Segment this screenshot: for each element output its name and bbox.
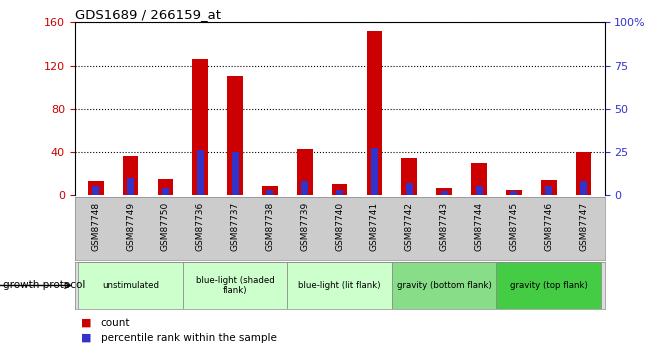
Bar [297,149,313,195]
Bar [287,262,392,309]
Text: GSM87737: GSM87737 [231,202,240,251]
Text: percentile rank within the sample: percentile rank within the sample [101,333,277,343]
Text: GSM87746: GSM87746 [544,202,553,251]
Text: unstimulated: unstimulated [102,281,159,290]
Text: ■: ■ [81,318,92,327]
Bar [497,262,601,309]
Text: GSM87743: GSM87743 [439,202,448,251]
Bar [183,262,287,309]
Bar [580,181,587,195]
Bar [476,186,482,195]
Bar [262,186,278,195]
Bar [157,179,173,195]
Text: GSM87741: GSM87741 [370,202,379,251]
Bar [576,152,592,195]
Bar [197,150,203,195]
Bar [227,76,243,195]
Text: gravity (bottom flank): gravity (bottom flank) [396,281,491,290]
Text: blue-light (lit flank): blue-light (lit flank) [298,281,381,290]
Bar [336,190,343,195]
Bar [123,156,138,195]
Bar [88,181,103,195]
Bar [441,191,448,195]
Bar [402,158,417,195]
Text: GSM87744: GSM87744 [474,202,484,251]
Bar [392,262,497,309]
Bar [545,186,552,195]
Text: GSM87749: GSM87749 [126,202,135,251]
Bar [92,186,99,195]
Text: ■: ■ [81,333,92,343]
Text: GSM87739: GSM87739 [300,202,309,251]
Text: GSM87747: GSM87747 [579,202,588,251]
Bar [371,148,378,195]
Text: growth protocol: growth protocol [3,280,86,290]
Text: GSM87745: GSM87745 [510,202,519,251]
Bar [302,181,308,195]
Text: GSM87738: GSM87738 [265,202,274,251]
Bar [162,188,169,195]
Bar [367,31,382,195]
Bar [332,184,348,195]
Bar [510,191,517,195]
Bar [436,188,452,195]
Bar [266,190,274,195]
Text: gravity (top flank): gravity (top flank) [510,281,588,290]
Bar [127,178,134,195]
Text: GSM87748: GSM87748 [91,202,100,251]
Text: GDS1689 / 266159_at: GDS1689 / 266159_at [75,8,221,21]
Text: GSM87750: GSM87750 [161,202,170,251]
Bar [471,162,487,195]
Bar [231,152,239,195]
Text: GSM87736: GSM87736 [196,202,205,251]
Bar [406,183,413,195]
Text: GSM87740: GSM87740 [335,202,344,251]
Text: GSM87742: GSM87742 [405,202,414,251]
Bar [506,189,522,195]
Bar [541,180,556,195]
Bar [192,59,208,195]
Text: count: count [101,318,130,327]
Bar [78,262,183,309]
Text: blue-light (shaded
flank): blue-light (shaded flank) [196,276,274,295]
